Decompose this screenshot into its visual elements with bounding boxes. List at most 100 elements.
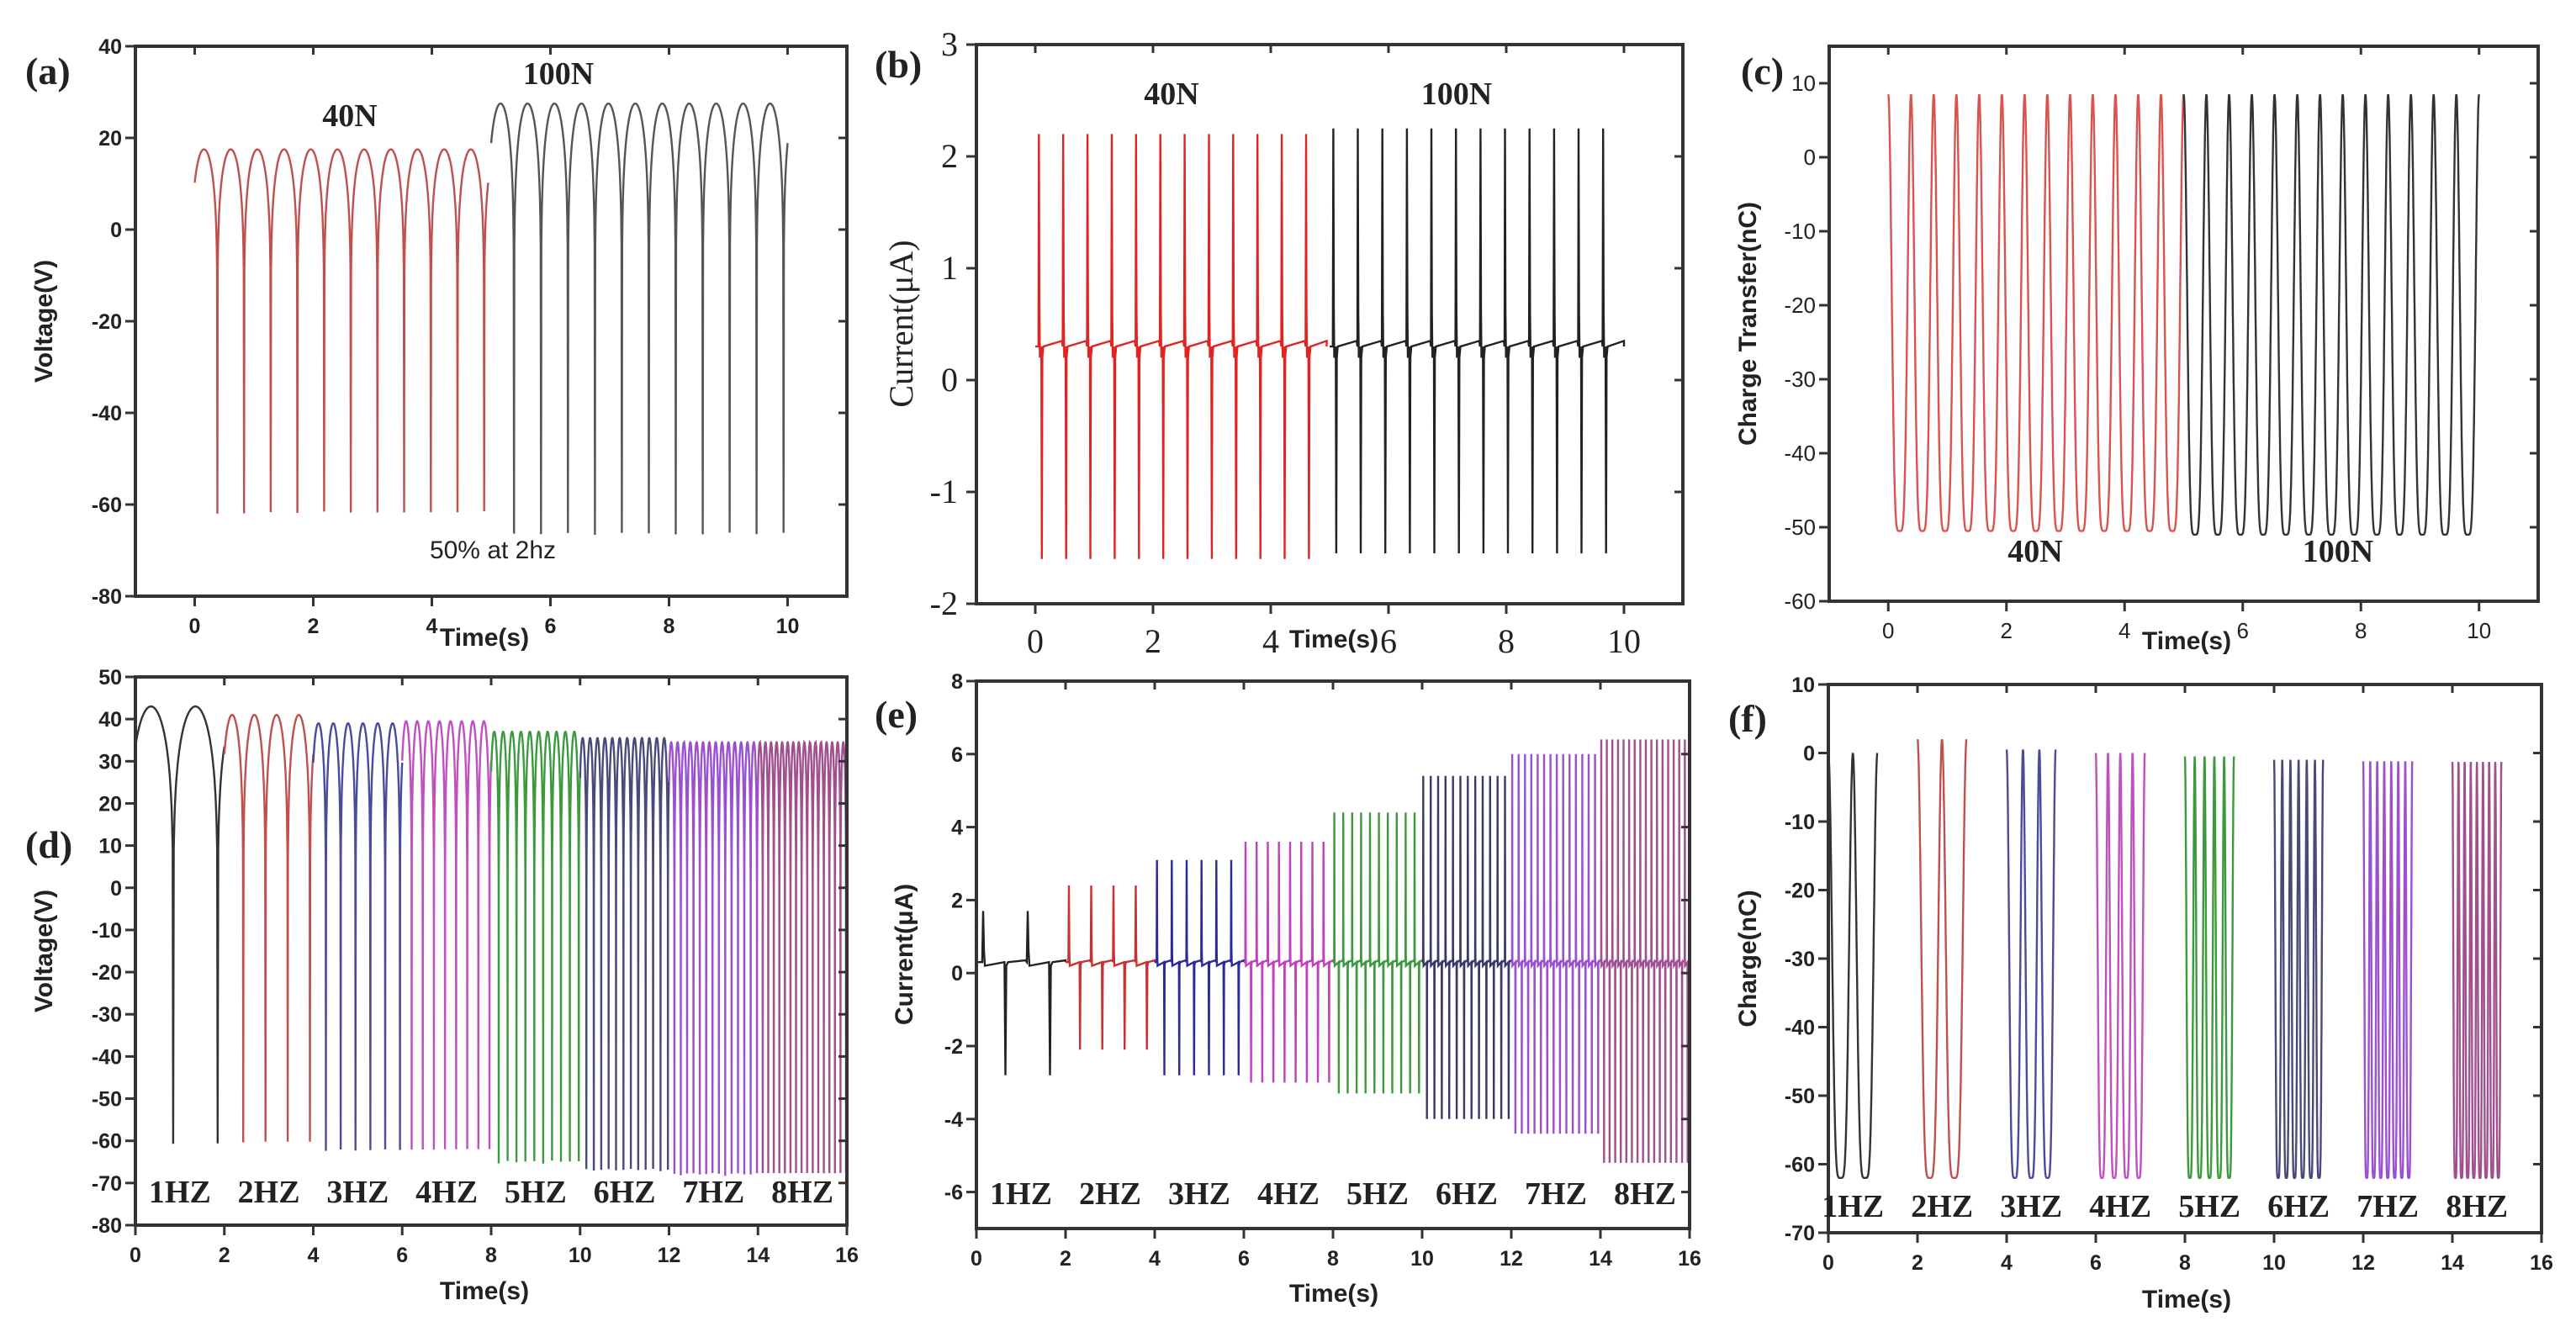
x-tick-label: 6 [396,1244,408,1267]
series-line-3hz [2005,749,2057,1179]
y-tick-label: -50 [1784,515,1816,540]
x-axis-label: Time(s) [440,1277,529,1305]
annotation-label: 50% at 2hz [430,536,556,564]
x-tick-label: 4 [1149,1247,1161,1271]
x-tick-label: 8 [1327,1247,1339,1271]
annotation-label: 3HZ [326,1175,389,1210]
annotation-label: 100N [1421,77,1492,112]
y-tick-label: 0 [941,361,958,399]
panel-e: 0 2 4 6 8 10 12 14 16 -6 -4 -2 0 2 4 6 8 (e) Current(μA) Ti… [875,670,1701,1308]
y-tick-label: 20 [98,127,122,151]
y-tick-label: -70 [1785,1222,1815,1245]
x-tick-label: 0 [1027,622,1044,660]
series-line-4hz [1244,841,1335,1083]
panel-c: 0 2 4 6 8 10 -60 -50 -40 -30 -20 -10 0 10 (c) Charge Tr… [1734,45,2540,655]
x-tick-label: 4 [2118,618,2130,643]
x-tick-label: 16 [2530,1251,2553,1275]
annotation-label: 5HZ [2178,1189,2240,1224]
y-tick-label: -70 [92,1172,122,1196]
y-tick-label: -80 [92,1214,122,1238]
x-tick-label: 4 [1262,622,1279,660]
series-line-2hz [1916,738,1968,1179]
x-axis-label: Time(s) [2142,1286,2231,1313]
y-axis-label: Charge(nC) [1734,890,1762,1027]
x-tick-label: 14 [1589,1247,1612,1271]
series-line-7hz [668,739,759,1176]
series-line-6hz [1421,775,1513,1119]
x-tick-label: 2 [2001,618,2013,643]
x-tick-label: 2 [219,1244,230,1267]
x-tick-label: 10 [2467,618,2491,643]
x-tick-label: 12 [2351,1251,2375,1275]
series-line-2hz [223,713,315,1143]
series-line-8hz [757,739,847,1174]
y-tick-label: 0 [110,219,122,242]
annotation-label: 4HZ [2089,1189,2151,1224]
y-tick-label: 30 [98,750,122,774]
series-line-40n [1887,93,2185,532]
y-tick-label: -20 [1784,293,1816,318]
series-line-6hz [579,737,670,1171]
y-tick-label: 0 [1803,742,1815,766]
series-line-8hz [1600,739,1690,1163]
y-axis-label: Voltage(V) [30,890,58,1012]
series-line-5hz [2183,756,2235,1179]
annotation-label: 40N [322,98,377,134]
annotation-label: 100N [2303,534,2373,569]
panel-label: (c) [1741,50,1784,92]
x-tick-label: 4 [308,1244,320,1267]
y-tick-label: -40 [92,402,122,425]
y-tick-label: -50 [92,1088,122,1112]
y-tick-label: -1 [930,473,958,510]
y-tick-label: 4 [951,816,963,840]
x-tick-label: 0 [1822,1251,1834,1275]
series-line-6hz [2272,759,2325,1179]
y-tick-label: 10 [98,835,122,859]
annotation-label: 2HZ [1911,1189,1973,1224]
y-tick-label: 3 [941,25,958,63]
x-tick-label: 4 [426,615,438,638]
series-line-100n [489,102,789,536]
panel-label: (e) [875,693,918,736]
x-tick-label: 2 [1912,1251,1923,1275]
y-tick-label: 8 [951,670,963,694]
y-tick-label: 20 [98,792,122,816]
x-axis-label: Time(s) [440,624,529,652]
series-line-3hz [312,722,404,1151]
series-line-1hz [976,911,1067,1075]
y-tick-label: 10 [1791,71,1816,96]
y-tick-label: -10 [1784,219,1816,244]
x-tick-label: 0 [971,1247,982,1271]
plot-frame [1828,45,2540,603]
x-tick-label: 8 [664,615,675,638]
x-tick-label: 8 [1498,622,1515,660]
y-tick-label: -20 [92,961,122,985]
x-tick-label: 6 [2237,618,2249,643]
y-tick-label: 50 [98,666,122,690]
y-tick-label: -40 [1784,441,1816,466]
x-tick-label: 12 [1500,1247,1523,1271]
annotation-label: 100N [523,56,594,92]
x-tick-label: 10 [569,1244,592,1267]
y-tick-label: -40 [92,1045,122,1069]
y-axis-label: Current(μA) [891,884,918,1025]
x-tick-label: 8 [485,1244,497,1267]
annotation-label: 1HZ [990,1176,1052,1212]
annotation-label: 8HZ [2446,1189,2508,1224]
y-tick-label: -10 [1785,811,1815,834]
y-tick-label: 40 [98,708,122,732]
y-tick-label: 0 [951,962,963,986]
series-line-100n [1330,128,1626,554]
y-tick-label: -60 [1784,589,1816,614]
x-tick-label: 14 [2441,1251,2464,1275]
y-tick-label: 10 [1791,674,1815,697]
x-tick-label: 2 [1145,622,1161,660]
series-line-1hz [135,705,225,1144]
y-tick-label: -60 [92,494,122,517]
y-tick-label: -20 [1785,880,1815,903]
series-line-7hz [1510,753,1602,1134]
annotation-label: 5HZ [1346,1176,1409,1212]
annotation-label: 7HZ [1525,1176,1587,1212]
x-tick-label: 6 [1238,1247,1250,1271]
x-tick-label: 6 [545,615,557,638]
